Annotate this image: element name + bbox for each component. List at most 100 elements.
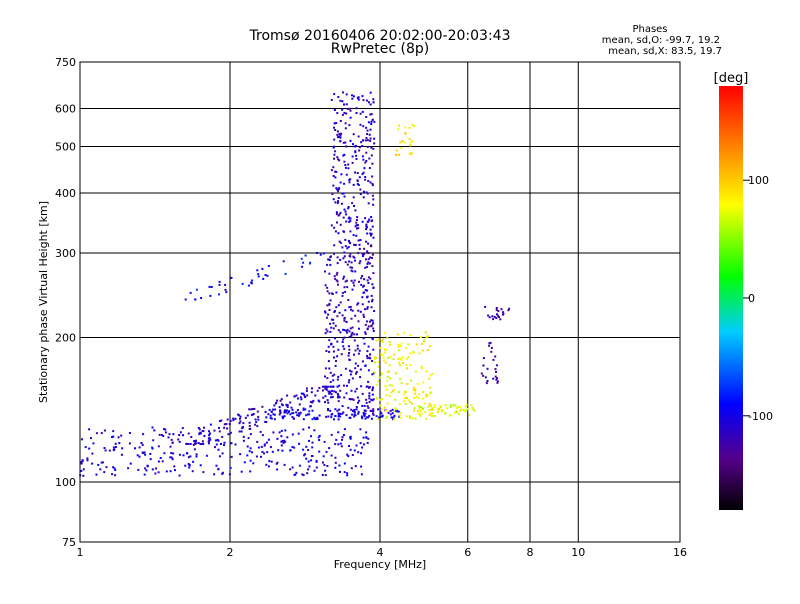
data-point (111, 436, 113, 439)
data-point (432, 408, 435, 411)
data-point (355, 387, 358, 390)
data-point (198, 428, 201, 431)
data-point (187, 432, 190, 435)
data-point (221, 472, 224, 475)
data-point (370, 234, 372, 237)
data-point (397, 345, 400, 348)
data-point (335, 170, 338, 173)
data-point (332, 198, 335, 201)
data-point (193, 443, 196, 445)
data-point (362, 412, 365, 414)
data-point (368, 394, 371, 397)
data-point (359, 112, 362, 115)
data-point (413, 409, 416, 412)
y-tick-label: 200 (55, 332, 76, 345)
data-point (389, 343, 392, 346)
data-point (392, 358, 395, 361)
chart-title: Tromsø 20160406 20:02:00-20:03:43 (249, 28, 511, 44)
data-point (302, 408, 305, 411)
data-point (430, 415, 433, 417)
data-point (349, 219, 352, 222)
data-point (200, 297, 203, 299)
data-point (218, 293, 220, 296)
data-point (324, 332, 327, 335)
data-point (304, 254, 307, 257)
data-point (307, 468, 310, 471)
data-point (185, 442, 188, 445)
data-point (120, 434, 123, 437)
data-point (310, 459, 313, 462)
data-point (371, 360, 374, 362)
data-point (370, 319, 373, 322)
data-point (302, 261, 305, 264)
data-point (283, 463, 286, 466)
data-point (366, 232, 369, 235)
data-point (239, 453, 242, 456)
data-point (344, 238, 347, 241)
data-point (429, 374, 432, 377)
data-point (365, 223, 368, 226)
data-point (328, 303, 331, 305)
data-point (343, 319, 346, 322)
data-point (371, 393, 374, 396)
data-point (360, 283, 363, 286)
data-point (318, 434, 321, 437)
data-point (368, 397, 371, 400)
x-tick-label: 10 (571, 546, 585, 559)
data-point (338, 414, 340, 417)
data-point (460, 408, 463, 411)
data-point (367, 380, 370, 383)
data-point (371, 184, 374, 187)
data-point (273, 404, 276, 407)
data-point (377, 365, 380, 368)
data-point (178, 440, 181, 443)
data-point (468, 414, 471, 417)
data-point (99, 468, 102, 471)
data-point (159, 457, 162, 459)
data-point (167, 436, 170, 439)
data-point (103, 471, 106, 474)
data-point (321, 474, 324, 476)
data-point (409, 352, 412, 355)
data-point (397, 349, 400, 352)
data-point (319, 253, 322, 256)
data-point (394, 408, 397, 411)
data-point (416, 409, 419, 412)
data-point (332, 322, 335, 325)
data-point (88, 428, 91, 431)
data-point (275, 462, 278, 465)
data-point (397, 357, 400, 360)
data-point (340, 353, 343, 356)
data-point (348, 348, 351, 351)
data-point (376, 418, 379, 421)
data-point (417, 405, 420, 408)
data-point (318, 414, 321, 417)
data-point (285, 410, 287, 413)
data-point (247, 284, 250, 287)
data-point (218, 426, 220, 429)
data-point (372, 98, 375, 101)
data-point (276, 461, 279, 464)
data-point (370, 216, 373, 218)
data-point (355, 221, 358, 224)
data-point (364, 289, 367, 291)
data-point (261, 450, 264, 453)
data-point (389, 413, 392, 416)
data-point (365, 240, 368, 243)
data-point (354, 362, 357, 365)
data-point (365, 265, 368, 268)
data-point (361, 446, 364, 449)
data-point (335, 360, 337, 362)
data-point (347, 354, 350, 357)
data-point (355, 112, 358, 114)
data-point (330, 343, 333, 345)
data-point (281, 440, 284, 442)
data-point (283, 411, 286, 414)
data-point (267, 438, 270, 441)
data-point (228, 423, 231, 425)
data-point (417, 412, 420, 415)
data-point (251, 451, 253, 454)
data-point (364, 178, 367, 181)
data-point (398, 364, 401, 367)
data-point (336, 262, 339, 265)
